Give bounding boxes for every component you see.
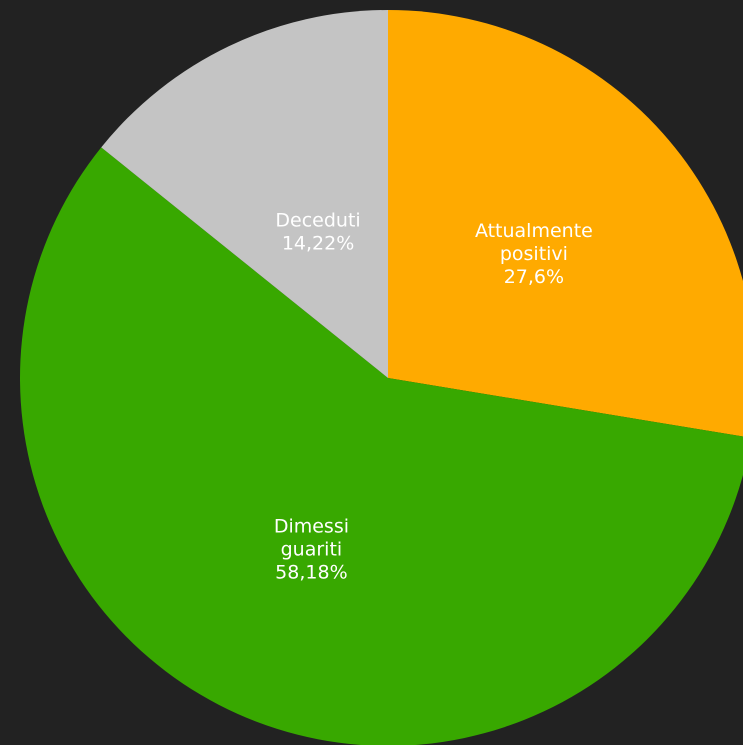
pie-slice-0[interactable] — [388, 10, 743, 438]
pie-slice-label-0: Attualmente positivi 27,6% — [475, 220, 593, 288]
pie-slice-category-label: Attualmente — [475, 220, 593, 242]
pie-slice-1[interactable] — [20, 147, 743, 745]
pie-slice-value-label: 14,22% — [282, 232, 354, 254]
pie-slice-category-label: Dimessi — [274, 515, 349, 537]
pie-slice-category-label: positivi — [500, 243, 568, 265]
pie-slice-value-label: 58,18% — [275, 561, 347, 583]
pie-slice-category-label: guariti — [281, 538, 343, 560]
pie-slice-category-label: Deceduti — [275, 209, 360, 231]
pie-slice-label-1: Dimessi guariti 58,18% — [274, 515, 349, 583]
pie-slice-label-2: Deceduti 14,22% — [275, 209, 360, 254]
pie-slices — [20, 10, 743, 745]
pie-slice-2[interactable] — [101, 10, 388, 378]
pie-slice-value-label: 27,6% — [504, 266, 564, 288]
pie-labels: Attualmente positivi 27,6% Dimessi guariti 58… — [274, 209, 593, 583]
